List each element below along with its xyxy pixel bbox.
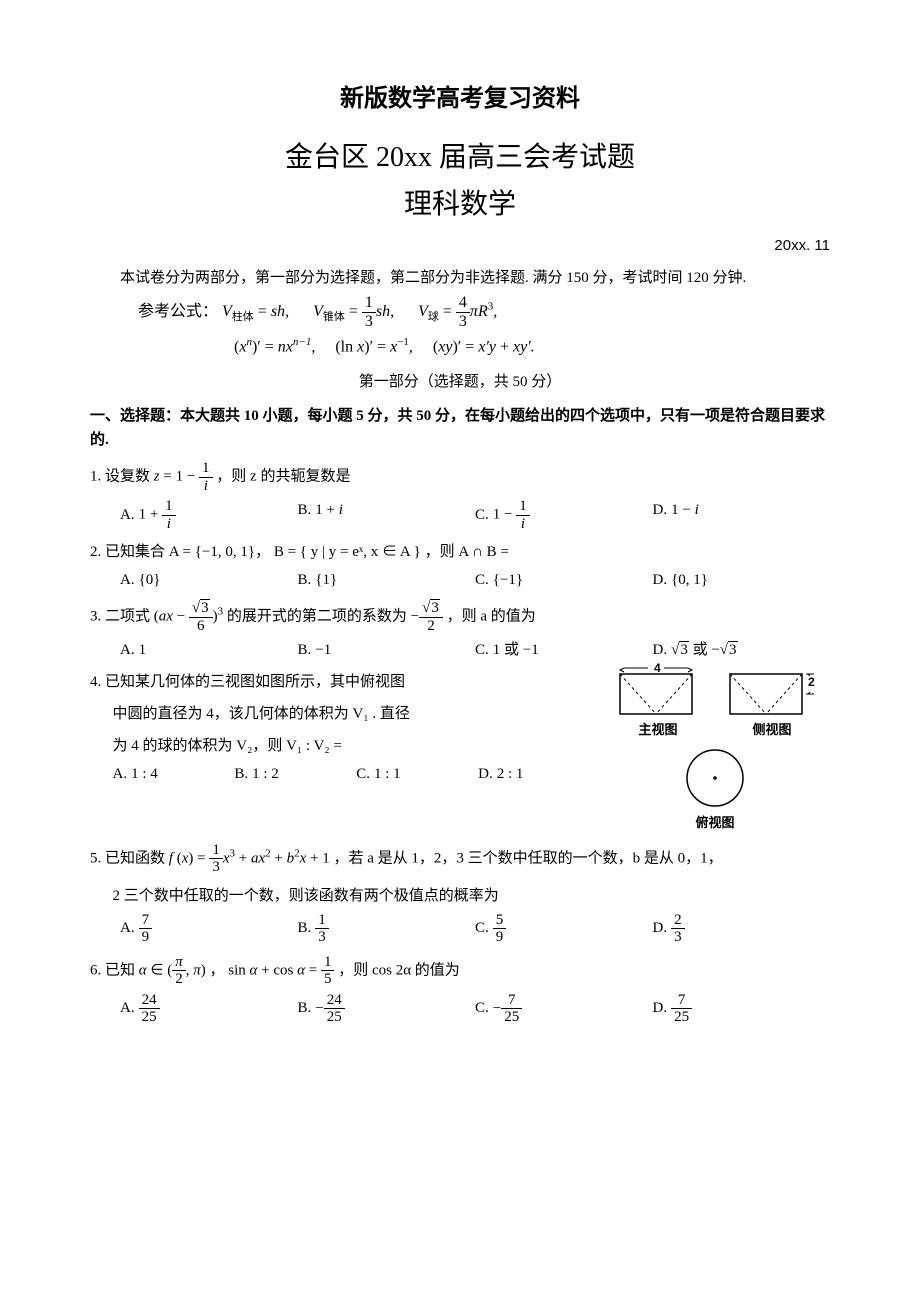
fig-top-view: 俯视图 xyxy=(600,745,830,834)
svg-text:4: 4 xyxy=(654,662,661,675)
fig-side-label: 侧视图 xyxy=(724,720,820,741)
doc-date: 20xx. 11 xyxy=(90,234,830,258)
q4-opt-b: B.1 : 2 xyxy=(234,762,356,786)
q4-line2: 中圆的直径为 4，该几何体的体积为 V₁ . 直径 xyxy=(90,702,600,726)
q1-stem-a: 1. 设复数 xyxy=(90,469,154,485)
q1-stem-b: ，则 z 的共轭复数是 xyxy=(216,469,350,485)
q4-opt-a: A.1 : 4 xyxy=(113,762,235,786)
question-2: 2. 已知集合 A = {−1, 0, 1}， B = { y | y = eˣ… xyxy=(90,540,830,564)
q5-opt-b: B.13 xyxy=(298,912,476,946)
q3-stem-a: 3. 二项式 xyxy=(90,609,154,625)
q5-opt-a: A.79 xyxy=(120,912,298,946)
doc-subtitle: 理科数学 xyxy=(90,183,830,228)
q6-stem-b: ， xyxy=(209,962,228,978)
q6-options: A.2425 B.−2425 C.−725 D.725 xyxy=(120,992,830,1026)
q3-opt-d: D.3 或 −3 xyxy=(653,638,831,662)
fig-main-view: 4 主视图 xyxy=(610,662,706,741)
q2-options: A.{0} B.{1} C.{−1} D.{0, 1} xyxy=(120,568,830,592)
reference-formulas: 参考公式： V柱体 = sh, V锥体 = 13sh, V球 = 43πR3, … xyxy=(138,294,830,360)
q1-opt-a: A.1 + 1i xyxy=(120,498,298,532)
q5-options: A.79 B.13 C.59 D.23 xyxy=(120,912,830,946)
question-4: 4. 已知某几何体的三视图如图所示，其中俯视图 中圆的直径为 4，该几何体的体积… xyxy=(90,662,830,834)
q1-opt-c: C.1 − 1i xyxy=(475,498,653,532)
question-1: 1. 设复数 z = 1 − 1i ，则 z 的共轭复数是 xyxy=(90,460,830,494)
q6-opt-d: D.725 xyxy=(653,992,831,1026)
q3-opt-c: C.1 或 −1 xyxy=(475,638,653,662)
fig-side-view: 2 侧视图 xyxy=(724,662,820,741)
q4-line1: 4. 已知某几何体的三视图如图所示，其中俯视图 xyxy=(90,670,600,694)
q6-opt-b: B.−2425 xyxy=(298,992,476,1026)
q5-opt-c: C.59 xyxy=(475,912,653,946)
q2-opt-b: B.{1} xyxy=(298,568,476,592)
fig-top-label: 俯视图 xyxy=(600,813,830,834)
q1-options: A.1 + 1i B.1 + i C.1 − 1i D.1 − i xyxy=(120,498,830,532)
q2-stem: 2. 已知集合 A = {−1, 0, 1}， B = { y | y = eˣ… xyxy=(90,544,509,560)
q2-opt-d: D.{0, 1} xyxy=(653,568,831,592)
q6-opt-c: C.−725 xyxy=(475,992,653,1026)
q1-opt-b: B.1 + i xyxy=(298,498,476,532)
q1-opt-d: D.1 − i xyxy=(653,498,831,532)
svg-text:2: 2 xyxy=(808,675,815,689)
q4-opt-c: C.1 : 1 xyxy=(356,762,478,786)
section-1-heading: 一、选择题：本大题共 10 小题，每小题 5 分，共 50 分，在每小题给出的四… xyxy=(90,404,830,452)
part1-label: 第一部分（选择题，共 50 分） xyxy=(90,370,830,394)
formulas-label: 参考公式： xyxy=(138,303,218,320)
q4-opt-d: D.2 : 1 xyxy=(478,762,600,786)
doc-supertitle: 新版数学高考复习资料 xyxy=(90,80,830,118)
intro-paragraph: 本试卷分为两部分，第一部分为选择题，第二部分为非选择题. 满分 150 分，考试… xyxy=(90,266,830,290)
q4-options: A.1 : 4 B.1 : 2 C.1 : 1 D.2 : 1 xyxy=(113,762,601,786)
q3-opt-a: A.1 xyxy=(120,638,298,662)
question-6: 6. 已知 α ∈ (π2, π) ， sin α + cos α = 15 ，… xyxy=(90,954,830,988)
q5-stem-b: ，若 a 是从 1，2，3 三个数中任取的一个数，b 是从 0，1， xyxy=(334,850,723,866)
q3-options: A.1 B.−1 C.1 或 −1 D.3 或 −3 xyxy=(120,638,830,662)
q6-stem-a: 6. 已知 xyxy=(90,962,139,978)
q6-stem-c: ，则 cos 2α 的值为 xyxy=(338,962,460,978)
q5-opt-d: D.23 xyxy=(653,912,831,946)
q3-stem-c: ，则 a 的值为 xyxy=(447,609,536,625)
q4-line3: 为 4 的球的体积为 V₂，则 V₁ : V₂ = xyxy=(90,734,600,758)
doc-title: 金台区 20xx 届高三会考试题 xyxy=(90,136,830,181)
q5-stem-c: 2 三个数中任取的一个数，则该函数有两个极值点的概率为 xyxy=(90,884,830,908)
q5-stem-a: 5. 已知函数 xyxy=(90,850,169,866)
q2-opt-c: C.{−1} xyxy=(475,568,653,592)
q4-figures: 4 主视图 2 侧视图 xyxy=(600,662,830,834)
q6-opt-a: A.2425 xyxy=(120,992,298,1026)
q2-opt-a: A.{0} xyxy=(120,568,298,592)
question-3: 3. 二项式 (ax − 36)3 的展开式的第二项的系数为 −32 ，则 a … xyxy=(90,600,830,634)
question-5: 5. 已知函数 f (x) = 13x3 + ax2 + b2x + 1 ，若 … xyxy=(90,842,830,876)
q3-stem-b: 的展开式的第二项的系数为 xyxy=(227,609,411,625)
fig-main-label: 主视图 xyxy=(610,720,706,741)
q3-opt-b: B.−1 xyxy=(298,638,476,662)
